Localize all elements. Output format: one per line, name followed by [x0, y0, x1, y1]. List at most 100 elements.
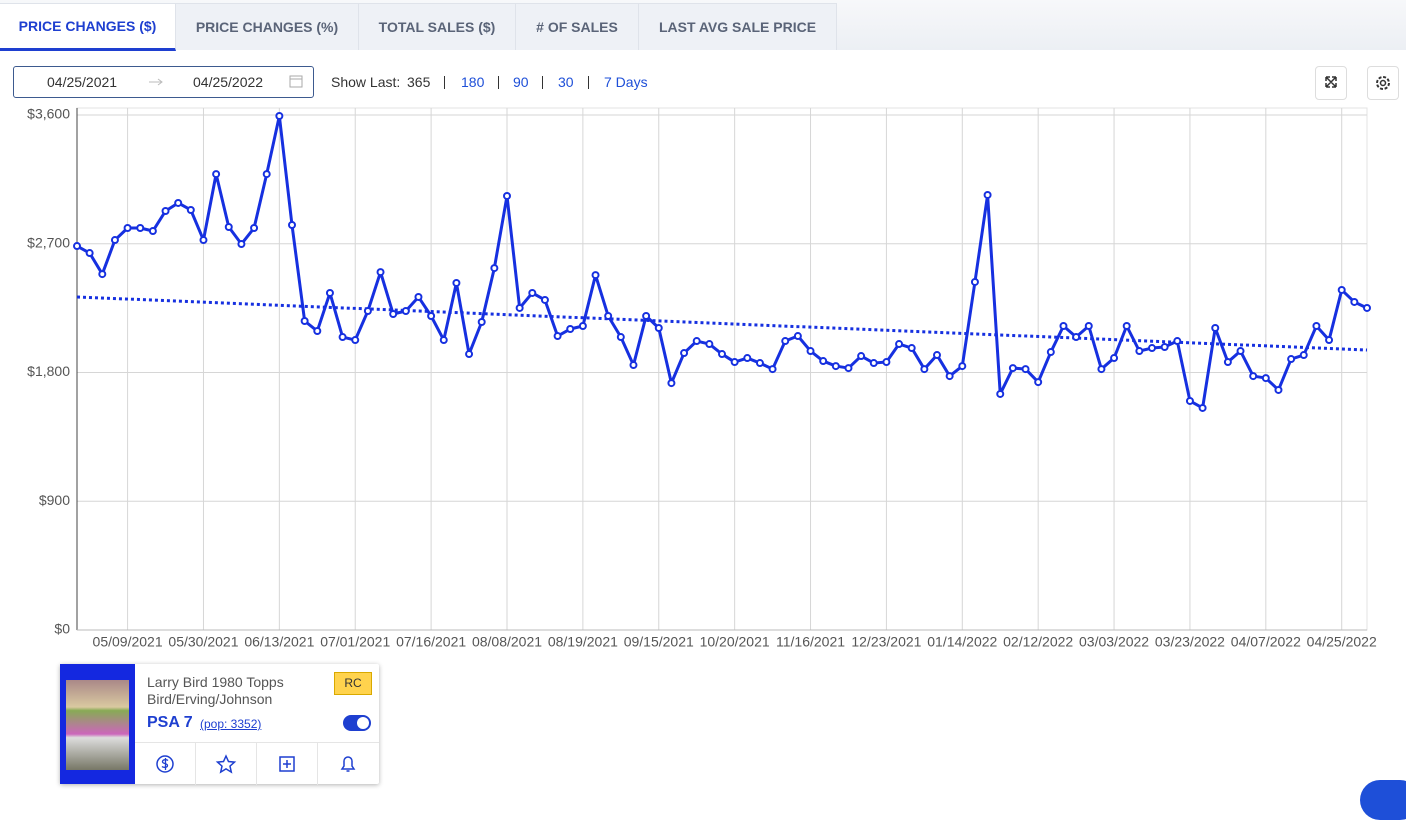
- add-button[interactable]: [257, 743, 318, 785]
- plot-frame: [76, 107, 1368, 631]
- data-point: [1148, 344, 1156, 353]
- data-point: [819, 357, 828, 366]
- data-point: [477, 318, 486, 327]
- data-point: [895, 340, 904, 349]
- dollar-icon: [156, 755, 174, 773]
- start-date[interactable]: 04/25/2021: [47, 74, 118, 90]
- data-point: [439, 336, 448, 345]
- settings-button[interactable]: [1367, 66, 1399, 100]
- data-point: [1021, 365, 1030, 374]
- end-date[interactable]: 04/25/2022: [193, 74, 264, 90]
- data-point: [288, 221, 296, 230]
- fullscreen-button[interactable]: [1315, 66, 1347, 100]
- price-button[interactable]: [135, 743, 196, 785]
- data-point: [730, 358, 739, 367]
- data-point: [161, 206, 170, 215]
- data-point: [1236, 347, 1245, 356]
- data-point: [427, 311, 436, 320]
- data-point: [578, 322, 587, 331]
- data-point: [465, 350, 474, 359]
- data-point: [642, 311, 651, 320]
- data-point: [1211, 324, 1220, 333]
- x-tick-label: 01/14/2022: [927, 634, 997, 650]
- data-point: [793, 332, 802, 341]
- data-point: [325, 288, 334, 297]
- favorite-button[interactable]: [196, 743, 257, 785]
- data-point: [452, 278, 461, 287]
- data-point: [1072, 333, 1081, 342]
- data-point: [806, 347, 815, 356]
- fullscreen-icon: [1325, 76, 1337, 88]
- x-tick-label: 09/15/2021: [624, 634, 694, 650]
- x-tick-label: 05/09/2021: [93, 634, 163, 650]
- data-point: [338, 333, 347, 342]
- y-tick-label: $2,700: [27, 234, 70, 250]
- range-option[interactable]: 180: [461, 74, 485, 90]
- data-point: [907, 344, 916, 353]
- data-point: [85, 249, 94, 258]
- toggle[interactable]: [343, 715, 371, 731]
- data-point: [148, 227, 157, 236]
- data-point: [857, 352, 866, 361]
- card-title: Larry Bird 1980 Topps: [147, 674, 284, 690]
- tab[interactable]: PRICE CHANGES ($): [0, 3, 176, 51]
- range-option[interactable]: 7 Days: [604, 74, 648, 90]
- data-point: [920, 365, 929, 374]
- card-thumbnail: [60, 664, 135, 784]
- data-point: [1261, 374, 1270, 383]
- tab[interactable]: TOTAL SALES ($): [359, 3, 516, 50]
- x-tick-label: 03/23/2022: [1155, 634, 1225, 650]
- data-point: [743, 354, 752, 363]
- data-point: [313, 327, 322, 336]
- data-point: [174, 198, 183, 207]
- data-point: [1274, 385, 1283, 394]
- data-point: [831, 362, 840, 371]
- arrow-icon: [149, 78, 163, 86]
- data-point: [503, 191, 511, 200]
- range-option[interactable]: 365: [407, 74, 431, 90]
- data-point: [983, 190, 992, 199]
- x-tick-label: 02/12/2022: [1003, 634, 1073, 650]
- data-point: [566, 325, 575, 334]
- date-range[interactable]: 04/25/2021 04/25/2022: [13, 66, 314, 98]
- price-line: [76, 114, 1368, 410]
- data-point: [186, 205, 195, 214]
- data-point: [781, 337, 790, 346]
- calendar-icon: [289, 75, 303, 88]
- x-tick-label: 11/16/2021: [776, 634, 845, 650]
- y-tick-label: $900: [39, 492, 70, 508]
- star-icon: [215, 754, 237, 774]
- data-point: [629, 361, 638, 370]
- rookie-badge: RC: [334, 672, 372, 695]
- data-point: [1097, 365, 1106, 374]
- data-point: [667, 379, 676, 388]
- card-actions: [135, 742, 379, 785]
- chat-button[interactable]: [1360, 780, 1406, 820]
- data-point: [1325, 336, 1334, 345]
- add-icon: [279, 756, 295, 772]
- data-point: [933, 351, 941, 360]
- data-point: [376, 268, 385, 277]
- y-tick-label: $1,800: [27, 363, 70, 379]
- tab[interactable]: # OF SALES: [516, 3, 639, 50]
- data-point: [73, 242, 81, 251]
- data-point: [528, 288, 537, 297]
- data-point: [996, 389, 1005, 398]
- data-point: [1110, 354, 1119, 363]
- show-last-label: Show Last:: [331, 74, 401, 90]
- data-point: [224, 223, 233, 232]
- data-point: [1299, 351, 1308, 360]
- alert-button[interactable]: [318, 743, 378, 785]
- tab[interactable]: PRICE CHANGES (%): [176, 3, 359, 50]
- data-point: [604, 311, 613, 320]
- data-point: [755, 359, 764, 368]
- data-point: [199, 236, 208, 245]
- range-option[interactable]: 90: [513, 74, 529, 90]
- data-point: [237, 240, 246, 249]
- data-point: [1084, 322, 1093, 331]
- population-link[interactable]: (pop: 3352): [200, 717, 262, 731]
- data-point: [300, 317, 309, 325]
- tab[interactable]: LAST AVG SALE PRICE: [639, 3, 837, 50]
- range-option[interactable]: 30: [558, 74, 574, 90]
- x-tick-label: 12/23/2021: [851, 634, 921, 650]
